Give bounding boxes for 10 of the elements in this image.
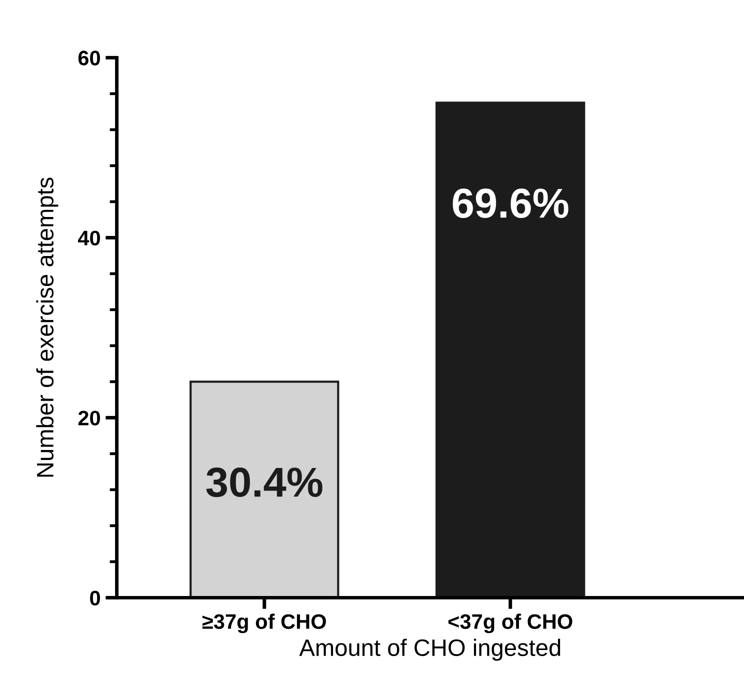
x-axis-title: Amount of CHO ingested: [299, 638, 560, 661]
annotation: 30.4%: [206, 468, 322, 498]
x-tick-label: <37g of CHO: [448, 614, 572, 634]
y-tick-label: 60: [78, 50, 100, 66]
y-tick-label: 20: [78, 410, 100, 426]
annotation: 69.6%: [452, 188, 568, 218]
y-tick-label: 40: [78, 230, 100, 246]
x-tick-label: ≥37g of CHO: [202, 614, 326, 634]
y-axis-title: Number of exercise attempts: [36, 178, 58, 477]
y-tick-label: 0: [90, 590, 100, 606]
